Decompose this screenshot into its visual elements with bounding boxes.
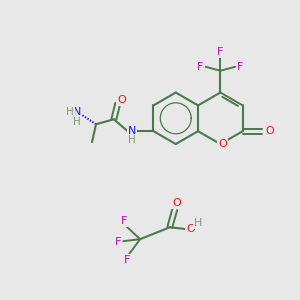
Text: H: H (66, 107, 74, 117)
Text: F: F (115, 237, 122, 247)
Text: F: F (237, 62, 243, 72)
Text: H: H (73, 117, 81, 127)
Text: H: H (194, 218, 203, 228)
Text: F: F (124, 255, 130, 265)
Text: F: F (217, 47, 224, 57)
Text: O: O (186, 224, 195, 234)
Text: H: H (128, 135, 136, 145)
Text: N: N (73, 107, 81, 117)
Text: O: O (265, 126, 274, 136)
Text: O: O (117, 95, 126, 106)
Text: O: O (218, 139, 227, 149)
Text: F: F (121, 216, 127, 226)
Text: N: N (128, 126, 136, 136)
Text: F: F (197, 62, 204, 72)
Text: O: O (172, 199, 181, 208)
